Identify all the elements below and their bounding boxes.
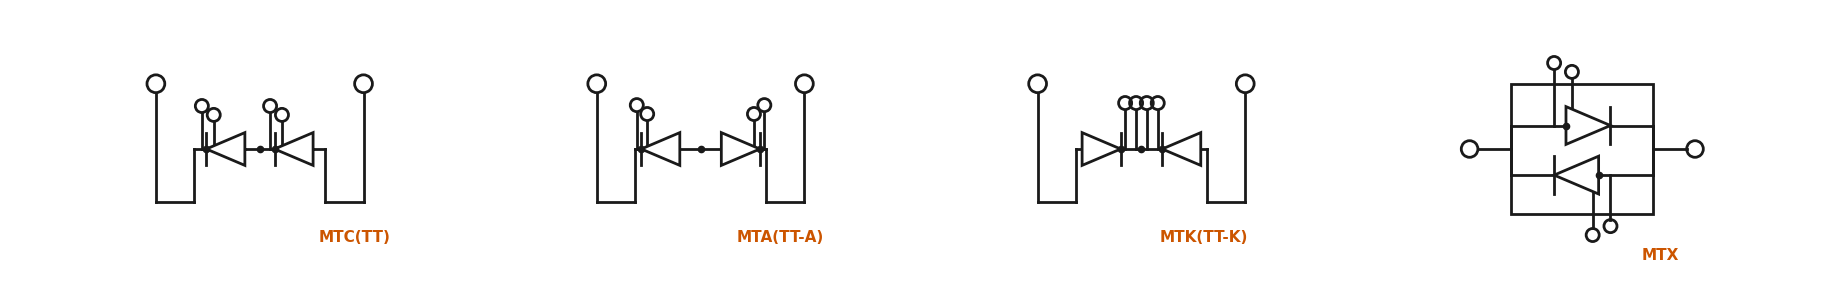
Polygon shape bbox=[1162, 133, 1201, 165]
Text: MTC(TT): MTC(TT) bbox=[319, 230, 391, 246]
Polygon shape bbox=[274, 133, 313, 165]
Text: MTA(TT-A): MTA(TT-A) bbox=[737, 230, 823, 246]
Polygon shape bbox=[1566, 107, 1610, 145]
Polygon shape bbox=[206, 133, 245, 165]
Polygon shape bbox=[641, 133, 680, 165]
Polygon shape bbox=[1555, 156, 1599, 194]
Text: MTK(TT-K): MTK(TT-K) bbox=[1159, 230, 1247, 246]
Polygon shape bbox=[722, 133, 761, 165]
Polygon shape bbox=[1081, 133, 1120, 165]
Bar bbox=[1510, 84, 1654, 214]
Text: MTX: MTX bbox=[1641, 248, 1680, 263]
